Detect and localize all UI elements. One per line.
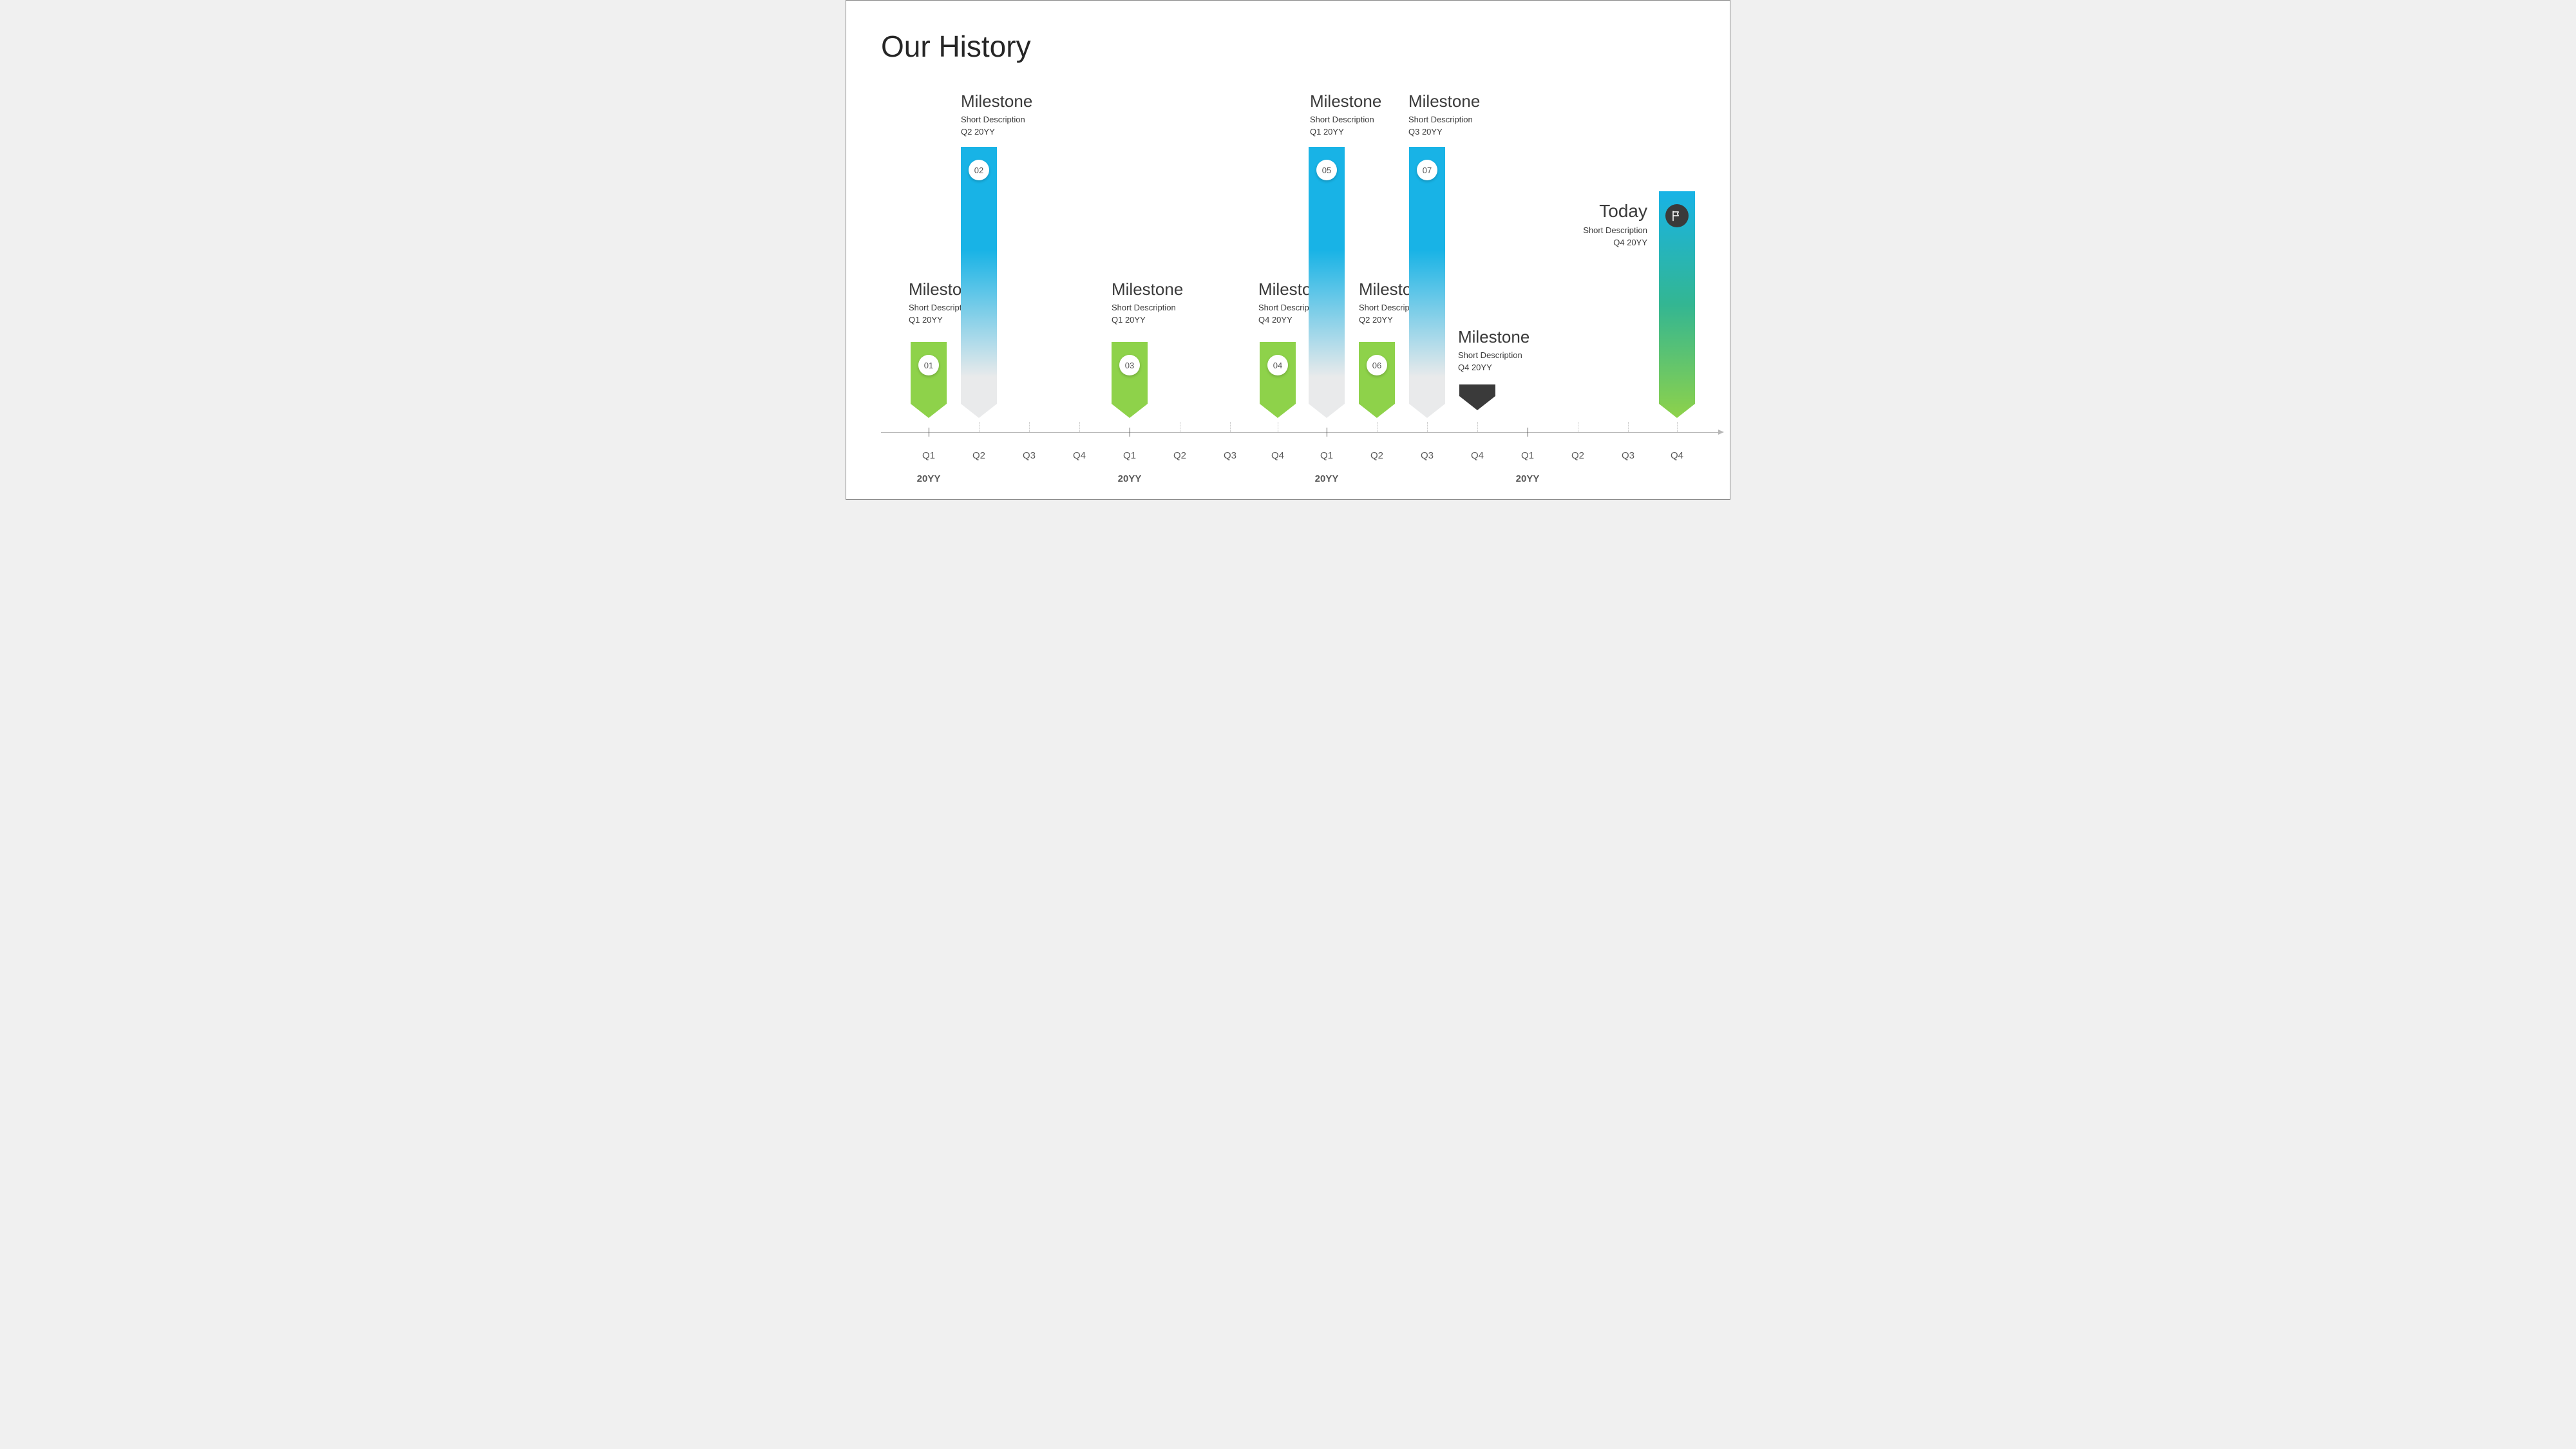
milestone-desc: Short Description [1408,115,1480,124]
axis-quarter-label: Q1 [1123,450,1136,461]
milestone-desc: Short Description [961,115,1032,124]
milestone-pointer-dark [1459,384,1495,412]
axis-dash [1628,422,1629,432]
slide: Our History Q1 Q2 Q3 Q4 Q1 Q2 Q3 Q4 Q1 Q2 Q3 Q4 Q1 Q2… [846,0,1730,500]
milestone-text: Milestone Short Description Q2 20YY [961,92,1032,137]
axis-dash [1079,422,1080,432]
milestone-text: Milestone Short Description Q1 20YY [1112,280,1183,325]
axis-dash [1230,422,1231,432]
milestone-badge: 05 [1316,160,1337,180]
axis-dash [1477,422,1478,432]
milestone-badge: 04 [1267,355,1288,375]
axis-quarter-label: Q2 [972,450,985,461]
axis-year-label: 20YY [917,473,941,484]
axis-quarter-label: Q4 [1073,450,1086,461]
axis-arrow-icon [1718,430,1724,435]
axis-quarter-label: Q2 [1173,450,1186,461]
milestone-text: Milestone Short Description Q3 20YY [1408,92,1480,137]
axis-dash [1677,422,1678,432]
milestone-date: Q4 20YY [1458,363,1530,372]
milestone-date: Q1 20YY [1112,315,1183,325]
axis-year-label: 20YY [1315,473,1339,484]
axis-quarter-label: Q4 [1271,450,1284,461]
milestone-pointer-green [1112,342,1148,419]
milestone-pointer-blue [1409,147,1445,419]
milestone-pointer-blue [961,147,997,419]
milestone-badge: 06 [1367,355,1387,375]
milestone-date: Q2 20YY [961,127,1032,137]
milestone-pointer-green [1359,342,1395,419]
milestone-title: Milestone [1310,92,1381,111]
milestone-title: Milestone [1112,280,1183,299]
axis-dash [1427,422,1428,432]
milestone-text: Milestone Short Description Q4 20YY [1458,328,1530,372]
axis-dash [1377,422,1378,432]
milestone-badge: 02 [969,160,989,180]
today-text: Today Short Description Q4 20YY [1583,202,1647,247]
milestone-date: Q1 20YY [1310,127,1381,137]
axis-year-label: 20YY [1118,473,1142,484]
milestone-title: Milestone [961,92,1032,111]
axis-quarter-label: Q1 [922,450,935,461]
milestone-desc: Short Description [1310,115,1381,124]
axis-dash [1029,422,1030,432]
axis-year-label: 20YY [1516,473,1540,484]
milestone-title: Milestone [1458,328,1530,346]
today-date: Q4 20YY [1583,238,1647,247]
milestone-pointer-green [1260,342,1296,419]
axis-quarter-label: Q4 [1671,450,1683,461]
milestone-badge: 01 [918,355,939,375]
axis-dash [979,422,980,432]
axis-line [881,432,1718,433]
milestone-badge: 03 [1119,355,1140,375]
milestone-pointer-green [911,342,947,419]
axis-quarter-label: Q3 [1224,450,1236,461]
milestone-text: Milestone Short Description Q1 20YY [1310,92,1381,137]
milestone-date: Q3 20YY [1408,127,1480,137]
milestone-title: Milestone [1408,92,1480,111]
axis-quarter-label: Q2 [1571,450,1584,461]
milestone-desc: Short Description [1112,303,1183,312]
milestone-pointer-blue [1309,147,1345,419]
today-title: Today [1583,202,1647,222]
axis-quarter-label: Q1 [1320,450,1333,461]
axis-quarter-label: Q1 [1521,450,1534,461]
axis-quarter-label: Q2 [1370,450,1383,461]
milestone-desc: Short Description [1458,350,1530,360]
page-title: Our History [881,29,1031,64]
axis-quarter-label: Q3 [1622,450,1634,461]
milestone-badge: 07 [1417,160,1437,180]
axis-quarter-label: Q3 [1421,450,1434,461]
axis-quarter-label: Q4 [1471,450,1484,461]
flag-icon [1665,204,1689,227]
axis-quarter-label: Q3 [1023,450,1036,461]
today-desc: Short Description [1583,225,1647,235]
